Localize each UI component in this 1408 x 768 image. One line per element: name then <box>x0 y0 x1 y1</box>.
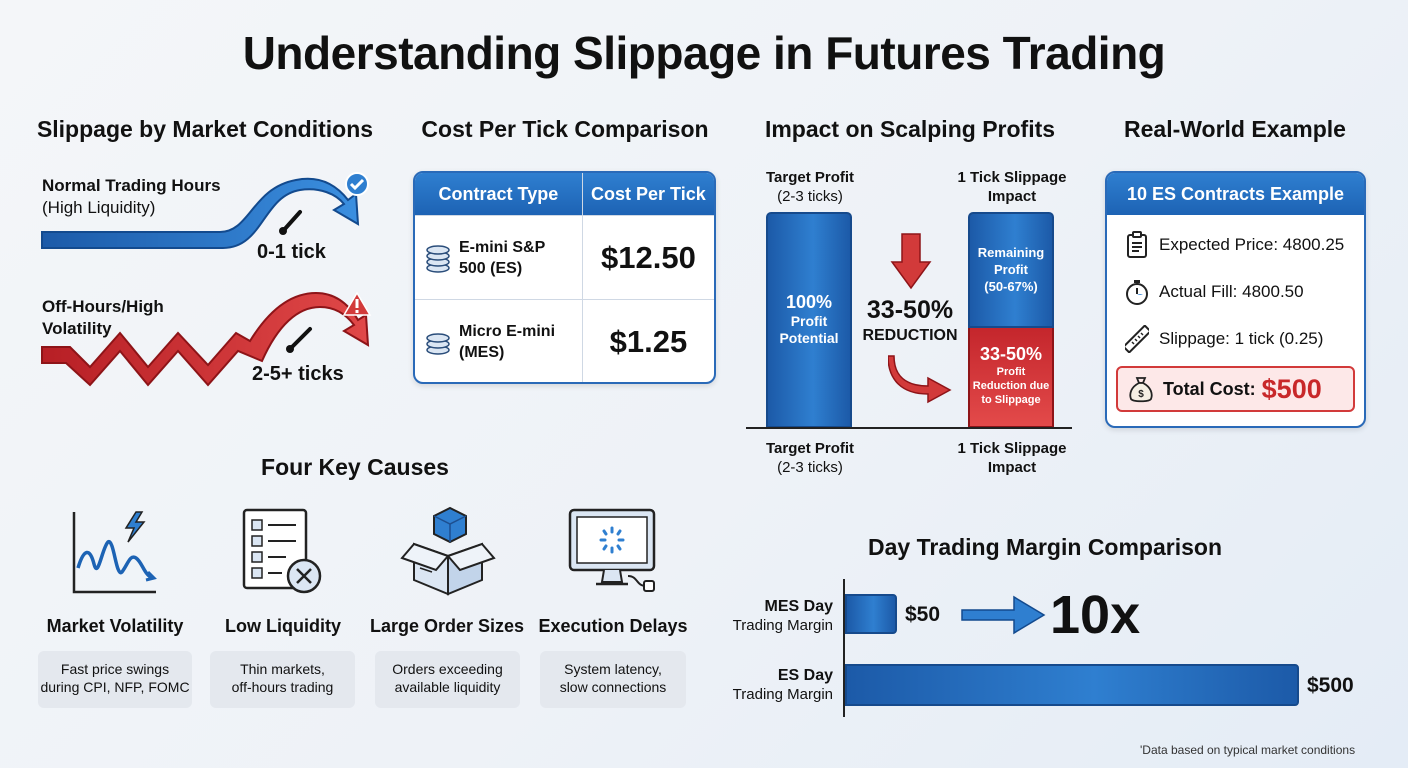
list-item: Expected Price: 4800.25 <box>1107 221 1364 268</box>
list-item: Slippage: 1 tick (0.25) <box>1107 315 1364 362</box>
total-cost-label: Total Cost: <box>1163 378 1256 399</box>
normal-hours-label: Normal Trading Hours (High Liquidity) <box>42 175 221 219</box>
contract-name: E-mini S&P 500 (ES) <box>459 238 546 277</box>
ruler-icon <box>1125 324 1149 353</box>
open-box-icon <box>400 506 496 596</box>
footnote: 'Data based on typical market conditions <box>1140 743 1356 757</box>
cause-desc-volatility: Fast price swings during CPI, NFP, FOMC <box>38 651 192 708</box>
real-world-title: Real-World Example <box>1124 116 1346 142</box>
checklist-x-icon <box>242 508 322 594</box>
table-row: E-mini S&P 500 (ES) $12.50 <box>415 215 714 299</box>
multiplier-label: 10x <box>1050 585 1141 645</box>
baseline <box>746 427 1072 429</box>
right-arrow-icon <box>961 595 1046 635</box>
es-margin-bar <box>845 664 1299 706</box>
causes-title: Four Key Causes <box>261 454 449 480</box>
check-circle-icon <box>345 172 369 196</box>
page-title: Understanding Slippage in Futures Tradin… <box>242 27 1166 79</box>
reduction-callout: 33-50% REDUCTION <box>862 296 958 344</box>
mes-margin-bar <box>845 594 897 634</box>
target-profit-top-label: Target Profit (2-3 ticks) <box>765 169 855 205</box>
volatile-label: Off-Hours/High Volatility <box>42 296 164 340</box>
cause-title-order-size: Large Order Sizes <box>369 616 525 636</box>
mes-margin-value: $50 <box>905 603 941 626</box>
volatile-slippage-arrow <box>41 291 370 387</box>
header-cost-per-tick: Cost Per Tick <box>591 183 706 204</box>
volatility-chart-icon <box>72 511 157 594</box>
remaining-profit-bar <box>968 212 1054 328</box>
cost-per-tick-table: Contract Type Cost Per Tick E-mini S&P 5… <box>413 171 716 384</box>
cost-value: $12.50 <box>601 239 696 275</box>
normal-hours-sub: (High Liquidity) <box>42 198 156 217</box>
header-contract-type: Contract Type <box>415 173 583 215</box>
monitor-loading-icon <box>568 508 656 592</box>
cause-title-volatility: Market Volatility <box>46 616 184 636</box>
list-item: Actual Fill: 4800.50 <box>1107 268 1364 315</box>
warning-triangle-icon <box>342 291 372 316</box>
slippage-reduction-text: 33-50% Profit Reduction due to Slippage <box>972 344 1050 406</box>
svg-text:$: $ <box>1138 389 1144 400</box>
table-row: Micro E-mini (MES) $1.25 <box>415 299 714 382</box>
margin-axis <box>843 579 845 717</box>
full-profit-bar-text: 100% Profit Potential <box>779 292 839 346</box>
volatile-bold-1: Off-Hours/High <box>42 297 164 316</box>
volatile-bold-2: Volatility <box>42 319 112 338</box>
full-profit-bar <box>766 212 852 428</box>
contract-name: Micro E-mini (MES) <box>459 322 556 361</box>
target-profit-bottom-label: Target Profit (2-3 ticks) <box>765 440 855 476</box>
slippage-impact-top-label: 1 Tick Slippage Impact <box>957 169 1067 205</box>
money-bag-icon: $ <box>1129 377 1153 403</box>
down-arrow-icon <box>890 233 932 290</box>
cause-desc-execution: System latency, slow connections <box>540 651 686 708</box>
es-margin-label: ES Day Trading Margin <box>732 667 833 703</box>
cost-per-tick-title: Cost Per Tick Comparison <box>421 116 709 142</box>
cause-title-liquidity: Low Liquidity <box>225 616 341 636</box>
normal-ticks-label: 0-1 tick <box>257 241 326 263</box>
normal-hours-bold: Normal Trading Hours <box>42 176 221 195</box>
cause-desc-liquidity: Thin markets, off-hours trading <box>210 651 355 708</box>
real-world-header: 10 ES Contracts Example <box>1107 173 1364 215</box>
cause-title-execution: Execution Delays <box>538 616 688 636</box>
volatile-ticks-label: 2-5+ ticks <box>252 363 344 385</box>
clipboard-icon <box>1127 230 1147 258</box>
mes-margin-label: MES Day Trading Margin <box>732 598 833 634</box>
margin-title: Day Trading Margin Comparison <box>868 534 1222 560</box>
total-cost-box: $ Total Cost: $500 <box>1116 366 1355 412</box>
es-margin-value: $500 <box>1307 674 1354 697</box>
remaining-profit-text: Remaining Profit (50-67%) <box>977 245 1045 294</box>
coin-stack-icon <box>426 332 450 355</box>
coin-stack-icon <box>426 244 450 273</box>
slippage-impact-bottom-label: 1 Tick Slippage Impact <box>957 440 1067 476</box>
market-conditions-title: Slippage by Market Conditions <box>36 116 374 142</box>
normal-slippage-arrow <box>41 177 360 249</box>
table-header: Contract Type Cost Per Tick <box>415 173 714 215</box>
curved-arrow-icon <box>888 355 952 404</box>
cause-desc-order-size: Orders exceeding available liquidity <box>375 651 520 708</box>
scalping-title: Impact on Scalping Profits <box>764 116 1056 142</box>
cost-value: $1.25 <box>609 323 688 359</box>
total-cost-value: $500 <box>1261 373 1322 404</box>
stopwatch-icon <box>1126 279 1148 305</box>
